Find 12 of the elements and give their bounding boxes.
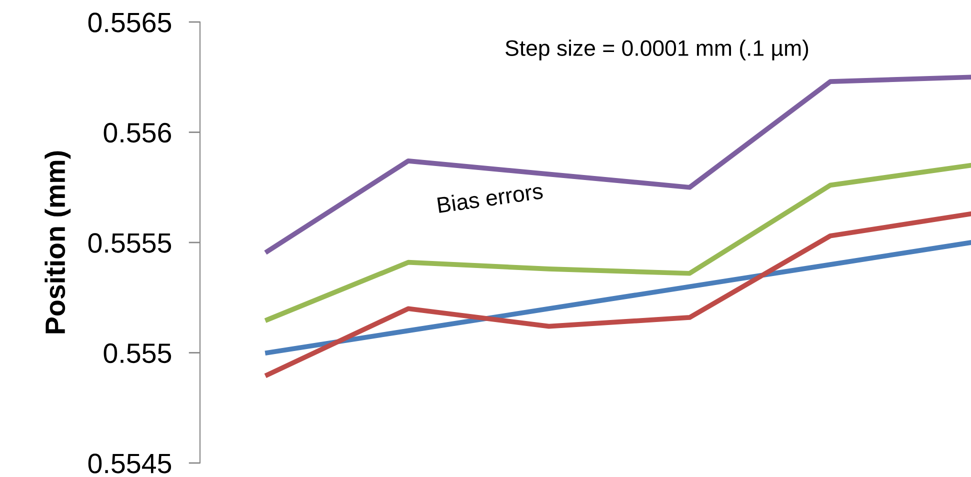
y-tick-label: 0.5555 bbox=[88, 233, 172, 253]
annotation: Bias errors bbox=[437, 182, 544, 214]
annotation: Step size = 0.0001 mm (.1 µm) bbox=[506, 40, 808, 60]
y-axis-title: Position (mm) bbox=[44, 151, 71, 334]
line-series bbox=[265, 240, 971, 356]
y-tick-label: 0.555 bbox=[104, 343, 172, 364]
line-series bbox=[265, 211, 971, 378]
y-tick-label: 0.556 bbox=[104, 122, 172, 143]
line-series bbox=[265, 74, 971, 254]
y-tick-label: 0.5565 bbox=[88, 12, 172, 32]
y-tick-label: 0.5545 bbox=[88, 454, 172, 474]
line-series bbox=[265, 162, 971, 322]
